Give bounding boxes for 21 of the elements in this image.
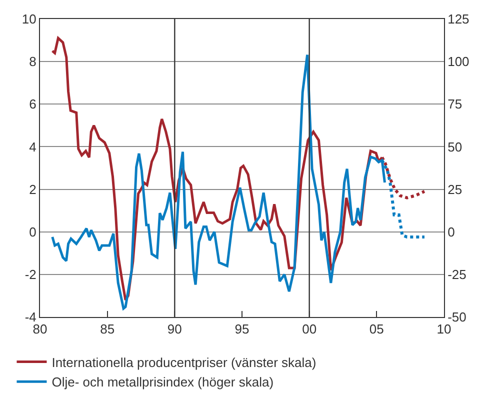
y2-tick-label: 25: [448, 182, 462, 197]
y-tick-label: 8: [29, 54, 36, 70]
x-tick-label: 85: [100, 322, 115, 337]
y-tick-label: 10: [22, 12, 36, 27]
legend-label: Internationella producentpriser (vänster skala): [52, 354, 316, 370]
y2-tick-label: 0: [448, 224, 455, 240]
y-tick-label: 6: [29, 96, 36, 112]
x-tick-label: 95: [234, 322, 250, 337]
y-tick-label: 0: [29, 224, 36, 240]
y2-tick-label: -25: [448, 266, 466, 282]
y-tick-label: 2: [29, 182, 36, 197]
y-tick-label: 4: [29, 139, 36, 154]
y2-tick-label: 100: [448, 54, 470, 70]
x-tick-label: 05: [369, 322, 384, 337]
y2-tick-label: 50: [448, 139, 462, 154]
y2-tick-label: 75: [448, 96, 462, 112]
x-tick-label: 00: [302, 322, 317, 337]
y-tick-label: -2: [24, 266, 36, 282]
y2-tick-label: 125: [448, 12, 470, 27]
x-tick-label: 90: [167, 322, 182, 337]
legend-label: Olje- och metallprisindex (höger skala): [52, 374, 274, 390]
